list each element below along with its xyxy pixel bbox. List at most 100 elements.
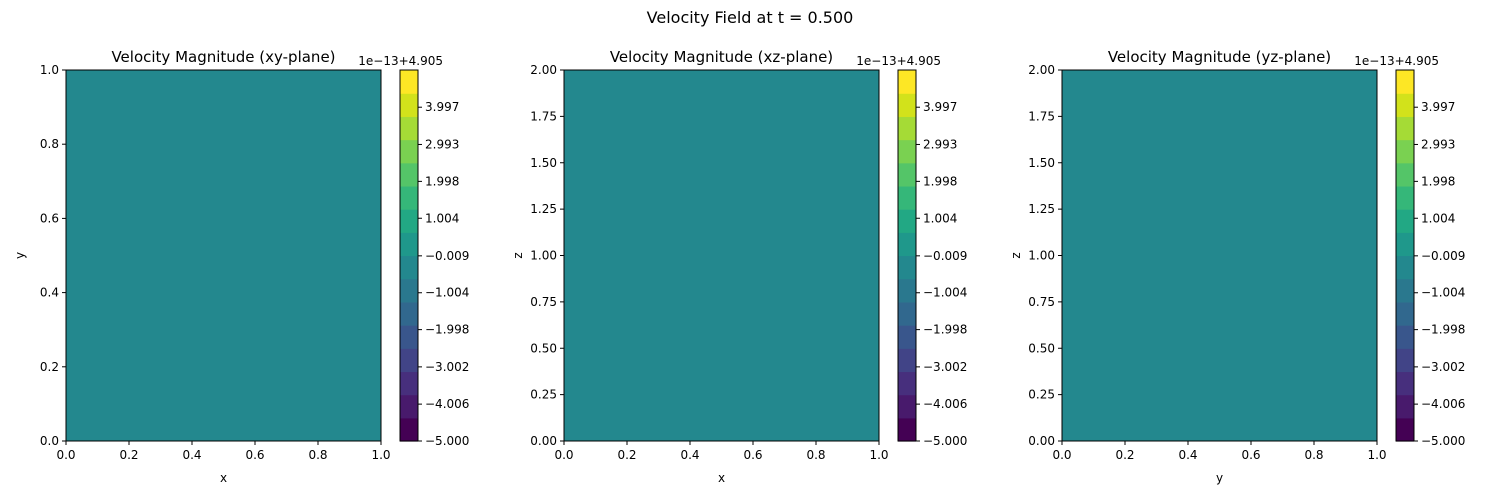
x-tick-label: 0.2 xyxy=(617,448,636,462)
colorbar-band xyxy=(1396,371,1414,396)
colorbar-tick-label: −3.002 xyxy=(1421,360,1465,374)
panel-velocity-magnitude-xy-plane: Velocity Magnitude (xy-plane) 0.0 0.2 0.4 0.… xyxy=(13,48,469,485)
colorbar-band xyxy=(898,232,916,257)
x-tick-label: 0.8 xyxy=(308,448,327,462)
colorbar-band xyxy=(898,325,916,349)
colorbar-band xyxy=(898,301,916,326)
panel-velocity-magnitude-xz-plane: Velocity Magnitude (xz-plane) 0.0 0.2 0.4 0.… xyxy=(511,48,967,485)
x-axis-label: y xyxy=(1216,471,1223,485)
x-axis-label: x xyxy=(718,471,725,485)
colorbar-tick-label: 1.998 xyxy=(1421,174,1455,188)
colorbar-band xyxy=(400,209,418,233)
colorbar-tick-label: 1.998 xyxy=(425,174,459,188)
colorbar: −5.000 −4.006 −3.002 −1.998 −1.004 −0.009 1.00… xyxy=(856,54,967,448)
colorbar-tick-label: −5.000 xyxy=(923,434,967,448)
colorbar-band xyxy=(400,232,418,257)
x-axis-label: x xyxy=(220,471,227,485)
colorbar-tick-label: −0.009 xyxy=(1421,249,1465,263)
colorbar-band xyxy=(400,301,418,326)
y-tick-label: 1.00 xyxy=(530,249,557,263)
field-fill xyxy=(1062,70,1377,441)
colorbar-band xyxy=(898,371,916,396)
colorbar-band xyxy=(400,255,418,280)
x-tick-label: 1.0 xyxy=(869,448,888,462)
colorbar-band xyxy=(400,417,418,442)
field-fill xyxy=(564,70,879,441)
colorbar-band xyxy=(898,348,916,373)
colorbar-band xyxy=(898,70,916,94)
colorbar-offset-label: 1e−13+4.905 xyxy=(856,54,941,68)
colorbar-band xyxy=(898,394,916,419)
panel-title: Velocity Magnitude (xy-plane) xyxy=(111,48,335,66)
axes-frame xyxy=(65,69,382,442)
y-tick-label: 0.75 xyxy=(530,295,557,309)
colorbar-band xyxy=(898,278,916,303)
colorbar-tick-label: 3.997 xyxy=(425,100,459,114)
colorbar-tick-label: −1.004 xyxy=(923,286,967,300)
colorbar-band xyxy=(1396,325,1414,349)
colorbar-tick-label: 3.997 xyxy=(1421,100,1455,114)
colorbar-band xyxy=(400,185,418,210)
colorbar-band xyxy=(1396,394,1414,419)
colorbar-band xyxy=(1396,232,1414,257)
x-tick-label: 0.6 xyxy=(1241,448,1260,462)
colorbar-tick-label: −1.998 xyxy=(923,323,967,337)
colorbar-tick-label: −4.006 xyxy=(1421,397,1465,411)
colorbar-band xyxy=(1396,278,1414,303)
colorbar-band xyxy=(400,70,418,94)
colorbar-band xyxy=(400,371,418,396)
y-tick-label: 0.00 xyxy=(530,434,557,448)
x-tick-label: 0.2 xyxy=(1115,448,1134,462)
colorbar-tick-label: 1.998 xyxy=(923,174,957,188)
colorbar-tick-label: −1.004 xyxy=(425,286,469,300)
colorbar-band xyxy=(898,185,916,210)
colorbar-band xyxy=(400,394,418,419)
y-tick-label: 1.25 xyxy=(530,202,557,216)
y-tick-label: 1.75 xyxy=(530,109,557,123)
colorbar: −5.000 −4.006 −3.002 −1.998 −1.004 −0.009 1.00… xyxy=(358,54,469,448)
y-axis-label: z xyxy=(1009,252,1023,258)
colorbar-tick-label: −1.004 xyxy=(1421,286,1465,300)
colorbar-band xyxy=(1396,348,1414,373)
colorbar-tick-label: 2.993 xyxy=(1421,137,1455,151)
colorbar-band xyxy=(1396,255,1414,280)
colorbar-band xyxy=(898,139,916,164)
colorbar-tick-label: −5.000 xyxy=(425,434,469,448)
y-tick-label: 0.6 xyxy=(40,211,59,225)
y-axis-label: y xyxy=(13,252,27,259)
colorbar-tick-label: −1.998 xyxy=(1421,323,1465,337)
colorbar-tick-label: 2.993 xyxy=(425,137,459,151)
y-tick-label: 0.50 xyxy=(1028,341,1055,355)
colorbar-tick-label: −4.006 xyxy=(425,397,469,411)
panel-velocity-magnitude-yz-plane: Velocity Magnitude (yz-plane) 0.0 0.2 0.4 0.… xyxy=(1009,48,1465,485)
colorbar-band xyxy=(400,162,418,187)
colorbar-tick-label: 1.004 xyxy=(425,211,459,225)
x-tick-label: 1.0 xyxy=(1367,448,1386,462)
y-tick-label: 1.50 xyxy=(530,156,557,170)
x-tick-label: 0.0 xyxy=(56,448,75,462)
colorbar-tick-label: −1.998 xyxy=(425,323,469,337)
colorbar-offset-label: 1e−13+4.905 xyxy=(1354,54,1439,68)
colorbar-band xyxy=(1396,139,1414,164)
y-tick-label: 0.2 xyxy=(40,360,59,374)
colorbar-band xyxy=(898,116,916,141)
y-tick-label: 2.00 xyxy=(530,63,557,77)
y-tick-label: 1.0 xyxy=(40,63,59,77)
colorbar-band xyxy=(898,255,916,280)
colorbar-tick-label: −0.009 xyxy=(923,249,967,263)
y-tick-label: 0.25 xyxy=(530,388,557,402)
y-tick-label: 1.50 xyxy=(1028,156,1055,170)
y-tick-label: 1.25 xyxy=(1028,202,1055,216)
y-tick-label: 0.0 xyxy=(40,434,59,448)
x-tick-label: 0.0 xyxy=(554,448,573,462)
y-tick-label: 0.8 xyxy=(40,137,59,151)
colorbar-band xyxy=(1396,185,1414,210)
colorbar-band xyxy=(400,348,418,373)
colorbar-tick-label: −0.009 xyxy=(425,249,469,263)
colorbar-band xyxy=(898,162,916,187)
y-axis-label: z xyxy=(511,252,525,258)
x-tick-label: 0.4 xyxy=(680,448,699,462)
colorbar-tick-label: 3.997 xyxy=(923,100,957,114)
